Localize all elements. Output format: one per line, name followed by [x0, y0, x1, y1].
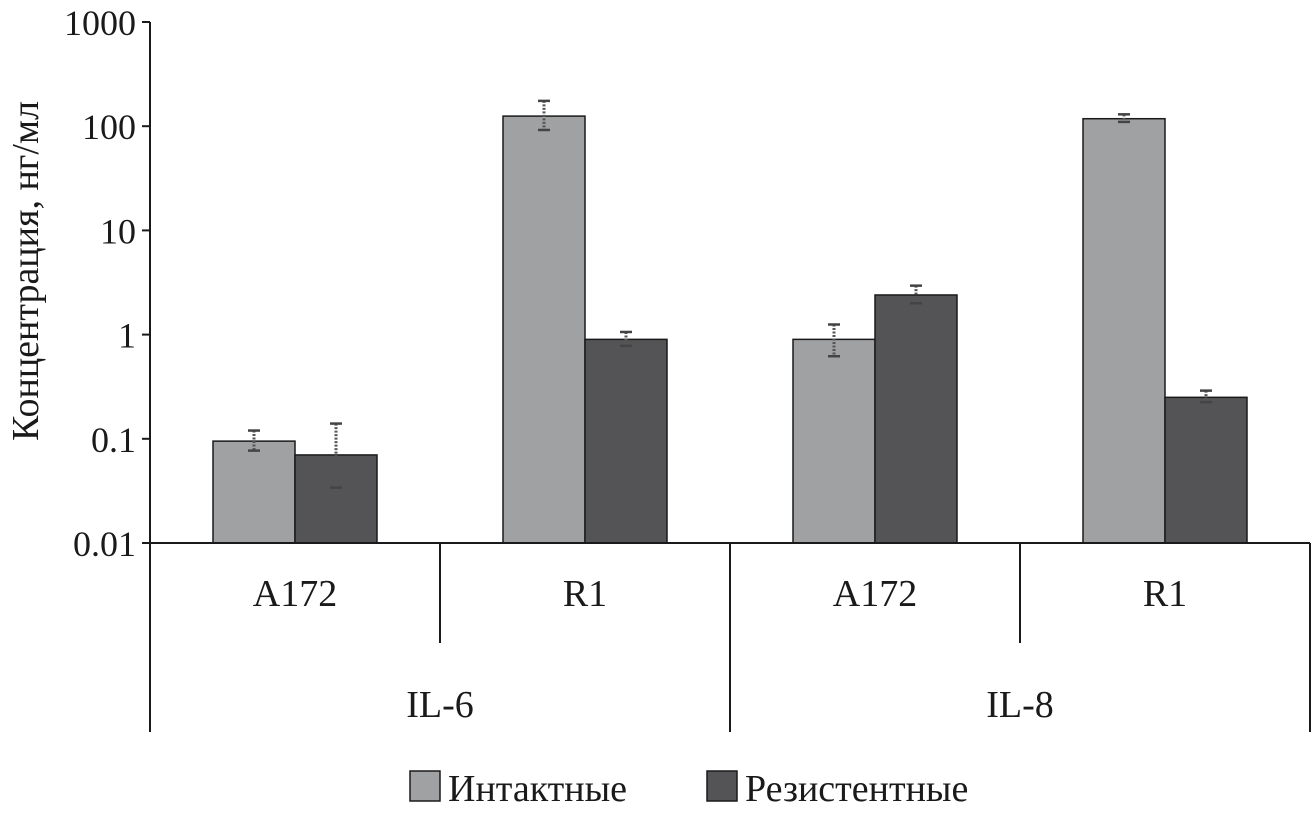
y-axis-label: Концентрация, нг/мл	[5, 101, 47, 441]
x-axis: A172 R1 A172 R1 IL-6 IL-8	[150, 542, 1311, 732]
bar-Резистентные-IL-8-A172	[874, 294, 958, 544]
x-group-label: IL-6	[406, 684, 474, 726]
bar-Интактные-IL-6-A172	[212, 440, 296, 544]
legend-label: Резистентные	[745, 768, 968, 810]
y-tick-label: 0.1	[91, 420, 136, 460]
x-category-label: A172	[253, 573, 337, 615]
legend-swatch	[409, 770, 441, 802]
legend-label: Интактные	[448, 768, 627, 810]
y-axis: 0.01 0.1 1 10 100 1000	[64, 3, 151, 732]
bar-Резистентные-IL-6-R1	[584, 338, 668, 544]
bar-Резистентные-IL-6-A172	[294, 454, 378, 544]
error-bars	[248, 99, 1212, 489]
bars	[212, 115, 1248, 544]
bar-Интактные-IL-8-R1	[1082, 117, 1166, 544]
y-tick-label: 1	[118, 316, 136, 356]
bar-Резистентные-IL-8-R1	[1164, 396, 1248, 544]
bar-Интактные-IL-8-A172	[792, 338, 876, 544]
legend-swatch	[706, 770, 738, 802]
x-category-label: A172	[833, 573, 917, 615]
y-tick-label: 1000	[64, 3, 136, 43]
y-tick-label: 0.01	[73, 524, 136, 564]
y-tick-label: 100	[82, 107, 136, 147]
x-category-label: R1	[563, 573, 607, 615]
bar-Интактные-IL-6-R1	[502, 115, 586, 544]
legend: Интактные Резистентные	[409, 768, 968, 810]
y-tick-label: 10	[100, 211, 136, 251]
x-category-label: R1	[1143, 573, 1187, 615]
x-group-label: IL-8	[986, 684, 1054, 726]
